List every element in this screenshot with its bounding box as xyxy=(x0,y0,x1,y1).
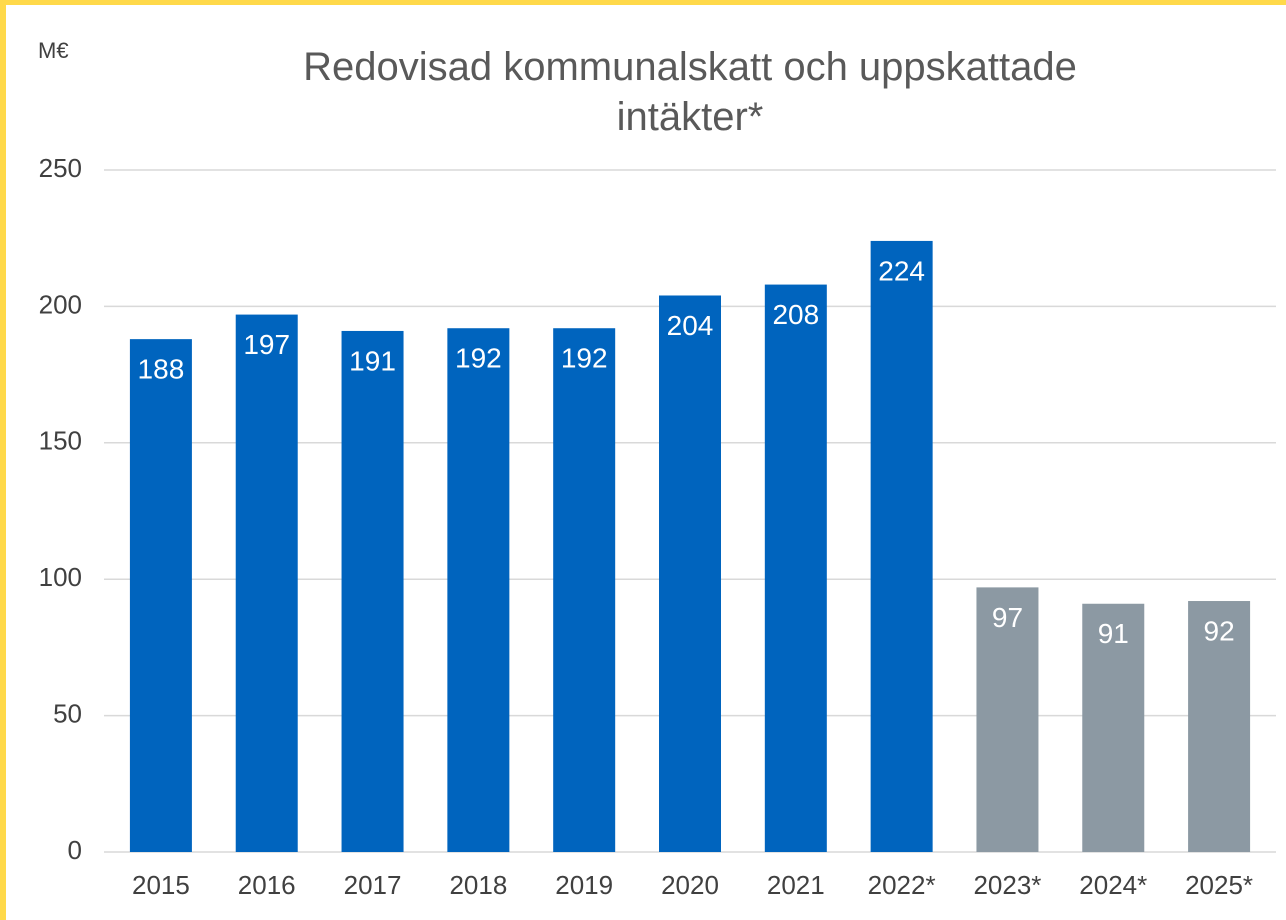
x-tick-label: 2025* xyxy=(1185,870,1253,900)
y-tick-label: 50 xyxy=(53,698,82,728)
y-tick-label: 100 xyxy=(39,562,82,592)
y-tick-label: 250 xyxy=(39,153,82,183)
value-label: 224 xyxy=(878,255,925,286)
value-label: 192 xyxy=(561,343,608,374)
value-label: 192 xyxy=(455,343,502,374)
left-border xyxy=(0,0,6,920)
bar xyxy=(976,587,1039,852)
value-label: 188 xyxy=(138,354,185,385)
bar xyxy=(129,339,192,852)
y-tick-label: 0 xyxy=(68,835,82,865)
bar xyxy=(235,314,298,853)
bar xyxy=(1082,603,1145,852)
bar xyxy=(870,240,933,853)
x-tick-label: 2017 xyxy=(344,870,402,900)
value-label: 92 xyxy=(1204,615,1235,646)
bar xyxy=(764,284,827,852)
bar xyxy=(447,328,510,852)
value-label: 204 xyxy=(667,310,714,341)
bar xyxy=(341,330,404,852)
top-border xyxy=(0,0,1286,5)
chart-title: Redovisad kommunalskatt och uppskattade … xyxy=(303,45,1077,139)
value-label: 91 xyxy=(1098,618,1129,649)
x-tick-label: 2023* xyxy=(973,870,1041,900)
x-tick-label: 2019 xyxy=(555,870,613,900)
value-label: 197 xyxy=(243,329,290,360)
bar xyxy=(659,295,721,852)
bar xyxy=(553,328,616,852)
x-tick-label: 2024* xyxy=(1079,870,1147,900)
value-label: 97 xyxy=(992,602,1023,633)
y-tick-label: 200 xyxy=(39,289,82,319)
y-unit: M€ xyxy=(38,38,69,63)
x-tick-label: 2016 xyxy=(238,870,296,900)
y-tick-label: 150 xyxy=(39,426,82,456)
value-label: 208 xyxy=(772,299,819,330)
x-tick-label: 2018 xyxy=(449,870,507,900)
x-tick-label: 2020 xyxy=(661,870,719,900)
x-tick-label: 2022* xyxy=(868,870,936,900)
x-tick-label: 2015 xyxy=(132,870,190,900)
bar xyxy=(1188,601,1251,852)
value-label: 191 xyxy=(349,345,396,376)
x-tick-label: 2021 xyxy=(767,870,825,900)
